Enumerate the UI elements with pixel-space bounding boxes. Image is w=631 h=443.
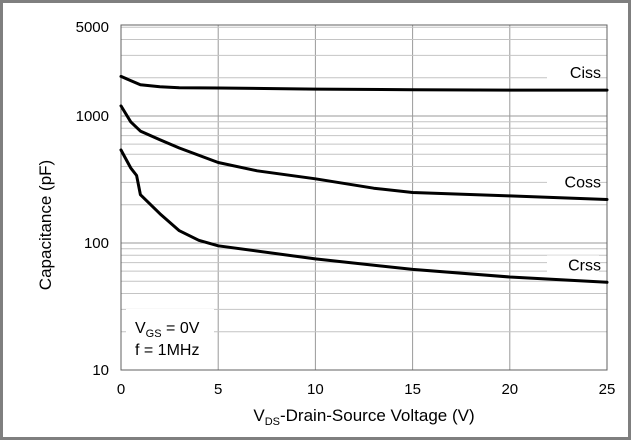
y-tick-label: 10 xyxy=(92,362,109,379)
capacitance-chart: Ciss Coss Crss 0 5 10 15 20 25 10 100 1000 5000 VGS… xyxy=(36,19,616,428)
x-tick-label: 25 xyxy=(599,381,616,398)
series-label-bg xyxy=(547,172,599,193)
y-axis-label: Capacitance (pF) xyxy=(36,160,55,290)
condition-note-line1: VGS = 0V xyxy=(135,320,200,340)
y-tick-label: 1000 xyxy=(76,108,109,125)
series-line-coss xyxy=(119,104,609,201)
series-label-bg xyxy=(547,63,599,84)
condition-note-line2: f = 1MHz xyxy=(135,342,199,359)
series-label-crss: Crss xyxy=(568,257,601,274)
tick-labels: 0 5 10 15 20 25 10 100 1000 5000 xyxy=(76,19,616,398)
plot-area-border xyxy=(120,24,608,371)
y-tick-label: 100 xyxy=(84,235,109,252)
series-lines xyxy=(119,74,609,284)
series-label-coss: Coss xyxy=(565,175,601,192)
x-tick-label: 0 xyxy=(117,381,125,398)
x-tick-label: 10 xyxy=(307,381,324,398)
series-label-ciss: Ciss xyxy=(570,65,601,82)
x-tick-label: 20 xyxy=(501,381,518,398)
x-axis-label: VDS-Drain-Source Voltage (V) xyxy=(253,406,474,428)
x-tick-label: 15 xyxy=(404,381,421,398)
series-line-ciss xyxy=(119,74,609,92)
y-tick-label: 5000 xyxy=(76,19,109,36)
series-label-bg xyxy=(547,255,599,276)
x-tick-label: 5 xyxy=(214,381,222,398)
condition-note: VGS = 0V f = 1MHz xyxy=(126,309,214,365)
series-line-crss xyxy=(119,148,609,284)
series-labels: Ciss Coss Crss xyxy=(547,63,601,276)
condition-note-box xyxy=(126,309,214,365)
